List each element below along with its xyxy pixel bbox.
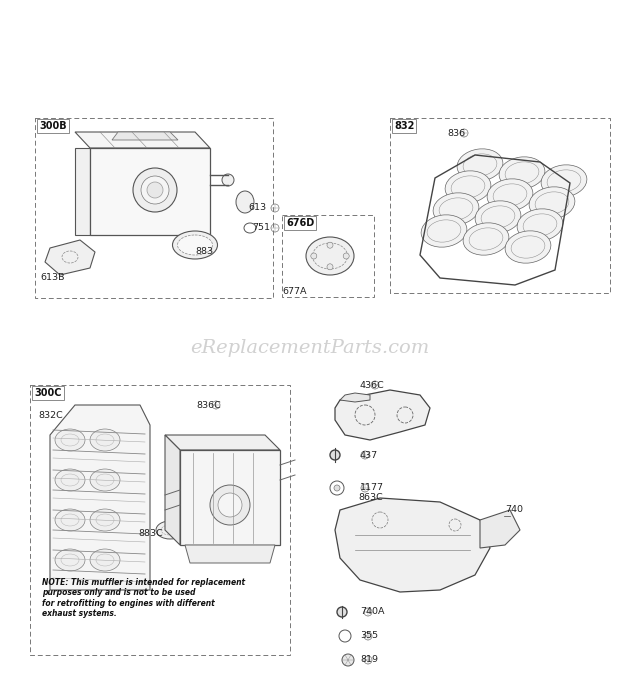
Ellipse shape	[177, 235, 213, 255]
Ellipse shape	[90, 469, 120, 491]
Polygon shape	[335, 498, 490, 592]
Text: 613: 613	[248, 204, 266, 213]
Ellipse shape	[172, 231, 218, 259]
Circle shape	[210, 485, 250, 525]
Text: 883C: 883C	[138, 529, 162, 538]
Circle shape	[334, 485, 340, 491]
Polygon shape	[165, 435, 180, 545]
Text: NOTE: This muffler is intended for replacement
purposes only and is not to be us: NOTE: This muffler is intended for repla…	[42, 578, 245, 618]
Polygon shape	[112, 132, 178, 140]
Ellipse shape	[463, 223, 509, 255]
Ellipse shape	[55, 429, 85, 451]
Text: 883: 883	[195, 247, 213, 256]
Ellipse shape	[55, 549, 85, 571]
Ellipse shape	[529, 187, 575, 219]
Text: 300C: 300C	[34, 388, 61, 398]
Bar	[390, 118, 610, 293]
Circle shape	[337, 607, 347, 617]
Ellipse shape	[505, 231, 551, 263]
Circle shape	[327, 264, 333, 270]
Circle shape	[311, 253, 317, 259]
Circle shape	[141, 176, 169, 204]
Ellipse shape	[55, 509, 85, 531]
Bar	[282, 215, 374, 297]
Text: 740A: 740A	[360, 608, 384, 617]
Ellipse shape	[55, 469, 85, 491]
Text: 836: 836	[447, 128, 465, 137]
Text: 1177: 1177	[360, 484, 384, 493]
Polygon shape	[165, 435, 280, 450]
Text: 437: 437	[360, 450, 378, 459]
Ellipse shape	[499, 157, 545, 189]
Circle shape	[343, 253, 349, 259]
Ellipse shape	[487, 179, 533, 211]
Polygon shape	[75, 132, 210, 148]
Circle shape	[330, 450, 340, 460]
Text: eReplacementParts.com: eReplacementParts.com	[190, 339, 430, 357]
Polygon shape	[75, 148, 90, 235]
Text: 300B: 300B	[39, 121, 66, 131]
Text: 863C: 863C	[358, 493, 383, 502]
Ellipse shape	[306, 237, 354, 275]
Circle shape	[222, 174, 234, 186]
Polygon shape	[340, 393, 370, 402]
Text: 832: 832	[394, 121, 414, 131]
Text: 613B: 613B	[40, 272, 64, 281]
Bar	[35, 118, 273, 298]
Text: 836C: 836C	[196, 401, 221, 410]
Circle shape	[218, 493, 242, 517]
Polygon shape	[185, 545, 275, 563]
Text: 740: 740	[505, 505, 523, 514]
Polygon shape	[45, 240, 95, 275]
Ellipse shape	[236, 191, 254, 213]
Polygon shape	[180, 450, 280, 545]
Circle shape	[133, 168, 177, 212]
Polygon shape	[335, 390, 430, 440]
Ellipse shape	[90, 509, 120, 531]
Circle shape	[327, 242, 333, 248]
Polygon shape	[90, 148, 210, 235]
Ellipse shape	[541, 165, 587, 198]
Ellipse shape	[433, 193, 479, 225]
Circle shape	[147, 182, 163, 198]
Polygon shape	[480, 510, 520, 548]
Text: 832C: 832C	[38, 410, 63, 419]
Ellipse shape	[475, 201, 521, 233]
Bar	[30, 385, 290, 655]
Ellipse shape	[457, 149, 503, 181]
Text: 819: 819	[360, 656, 378, 665]
Text: 677A: 677A	[282, 288, 306, 297]
Circle shape	[342, 654, 354, 666]
Text: 676D: 676D	[286, 218, 314, 228]
Text: 355: 355	[360, 631, 378, 640]
Ellipse shape	[421, 215, 467, 247]
Ellipse shape	[90, 429, 120, 451]
Text: 436C: 436C	[360, 380, 385, 389]
Ellipse shape	[445, 171, 491, 203]
Polygon shape	[50, 405, 150, 590]
Ellipse shape	[517, 209, 563, 241]
Text: 751: 751	[252, 224, 270, 232]
Ellipse shape	[156, 521, 184, 539]
Ellipse shape	[90, 549, 120, 571]
